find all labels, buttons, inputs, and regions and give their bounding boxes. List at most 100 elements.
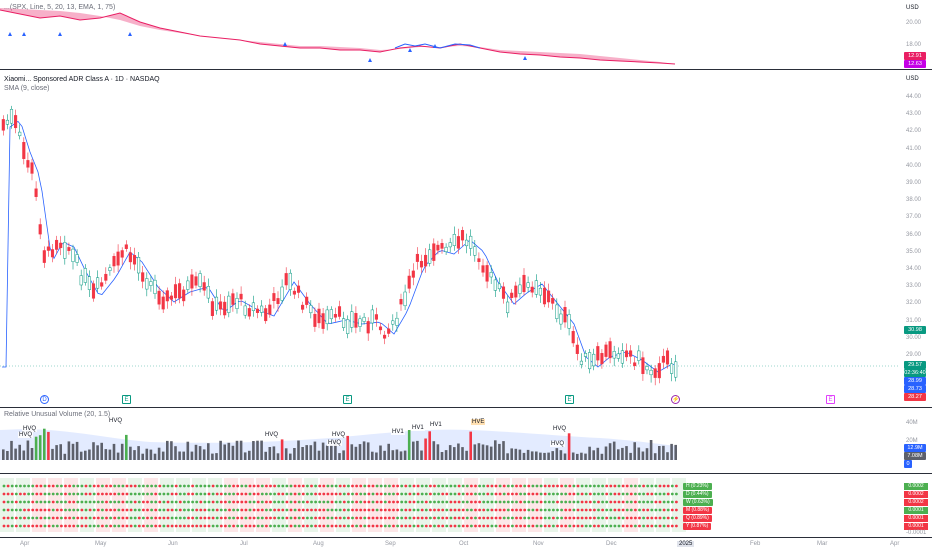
- candle: [59, 236, 63, 256]
- signal-dot: [191, 516, 195, 520]
- candle: [612, 345, 616, 367]
- candle: [214, 289, 219, 315]
- signal-dot: [478, 484, 481, 488]
- signal-dot: [383, 492, 387, 496]
- signal-dot: [43, 500, 47, 504]
- signal-dot: [593, 500, 596, 504]
- signal-dot: [183, 492, 186, 496]
- volume-bar: [284, 448, 288, 460]
- signal-dot: [137, 516, 141, 520]
- hv-label: HVQ: [108, 418, 124, 424]
- signal-dot: [506, 492, 510, 496]
- volume-bar: [182, 451, 185, 460]
- candle: [571, 326, 575, 347]
- signal-dot: [289, 516, 293, 520]
- candle: [329, 306, 333, 324]
- signal-dot: [76, 516, 80, 520]
- signal-dot: [68, 516, 71, 520]
- signal-dot: [400, 516, 404, 520]
- signal-dot: [84, 484, 88, 488]
- signal-dot: [498, 524, 502, 528]
- multi-timeframe-dots-pane[interactable]: H (0.23%) D (0.44%) W (0.63%) M (0.88%) …: [0, 474, 932, 536]
- candle: [649, 364, 653, 383]
- volume-pane[interactable]: Relative Unusual Volume (20, 1.5) 40M 20…: [0, 408, 932, 472]
- signal-dot: [424, 508, 428, 512]
- earnings-event-marker[interactable]: E: [343, 395, 352, 404]
- signal-dot: [306, 524, 309, 528]
- signal-dot: [642, 484, 645, 488]
- signal-dot: [338, 500, 342, 504]
- signal-dot: [453, 524, 457, 528]
- signal-dot: [449, 524, 453, 528]
- signal-dot: [502, 516, 506, 520]
- signal-dot: [318, 524, 322, 528]
- signal-dot: [326, 516, 330, 520]
- signal-dot: [113, 524, 117, 528]
- comparison-indicator-pane[interactable]: ...(SPX, Line, 5, 20, 13, EMA, 1, 75) US…: [0, 0, 932, 68]
- candle: [637, 345, 641, 365]
- signal-dot: [330, 516, 334, 520]
- signal-dot: [301, 524, 305, 528]
- earnings-event-marker[interactable]: E: [565, 395, 574, 404]
- volume-bar: [264, 451, 267, 460]
- main-price-pane[interactable]: Xiaomi... Sponsored ADR Class A · 1D · N…: [0, 70, 932, 406]
- candle: [186, 276, 190, 293]
- volume-bar: [617, 449, 620, 460]
- signal-dot: [322, 492, 326, 496]
- axis-label: 29.00: [906, 352, 922, 358]
- candlestick-chart[interactable]: [0, 70, 900, 406]
- volume-bar: [227, 442, 231, 460]
- earnings-event-marker[interactable]: E: [122, 395, 131, 404]
- volume-bar: [539, 452, 542, 460]
- signal-dot: [568, 516, 572, 520]
- signal-dot: [224, 516, 227, 520]
- dividend-event-marker[interactable]: D: [40, 395, 49, 404]
- signal-dot: [236, 500, 240, 504]
- earnings-event-marker[interactable]: E: [826, 395, 835, 404]
- split-event-marker[interactable]: ⚡: [671, 395, 680, 404]
- signal-dot: [617, 516, 621, 520]
- signal-dot: [539, 484, 543, 488]
- signal-dot: [564, 500, 568, 504]
- candle: [157, 286, 161, 310]
- signal-dot: [260, 508, 264, 512]
- signal-dot: [129, 484, 133, 488]
- signal-dot: [232, 500, 236, 504]
- candle: [153, 274, 157, 299]
- candle: [235, 292, 239, 314]
- signal-dot: [621, 524, 625, 528]
- signal-dot: [125, 500, 129, 504]
- signal-dot: [613, 484, 617, 488]
- signal-dot: [424, 500, 428, 504]
- signal-dot: [162, 524, 166, 528]
- candle: [538, 282, 542, 303]
- signal-dot: [424, 524, 428, 528]
- signal-dot: [498, 500, 502, 504]
- candle: [674, 354, 678, 382]
- candle: [641, 351, 645, 381]
- signal-dot: [576, 500, 580, 504]
- signal-dot: [23, 516, 26, 520]
- candle: [620, 343, 624, 368]
- signal-dot: [597, 500, 600, 504]
- volume-bar: [502, 441, 505, 460]
- candle: [522, 268, 526, 296]
- volume-bar: [207, 443, 210, 460]
- axis-label: 18.00: [906, 42, 922, 48]
- signal-dot: [199, 508, 203, 512]
- signal-dot: [662, 508, 666, 512]
- volume-bar: [239, 440, 243, 460]
- signal-dot: [293, 508, 297, 512]
- signal-dot: [80, 524, 84, 528]
- signal-dot: [306, 492, 309, 496]
- signal-dot: [412, 516, 416, 520]
- signal-dot: [338, 516, 342, 520]
- signal-dot: [273, 500, 276, 504]
- signal-dot: [150, 492, 154, 496]
- signal-dot: [256, 508, 260, 512]
- volume-bar: [305, 445, 308, 460]
- signal-dot: [121, 524, 125, 528]
- candle: [399, 293, 403, 311]
- signal-dot: [35, 508, 39, 512]
- signal-dot: [404, 524, 408, 528]
